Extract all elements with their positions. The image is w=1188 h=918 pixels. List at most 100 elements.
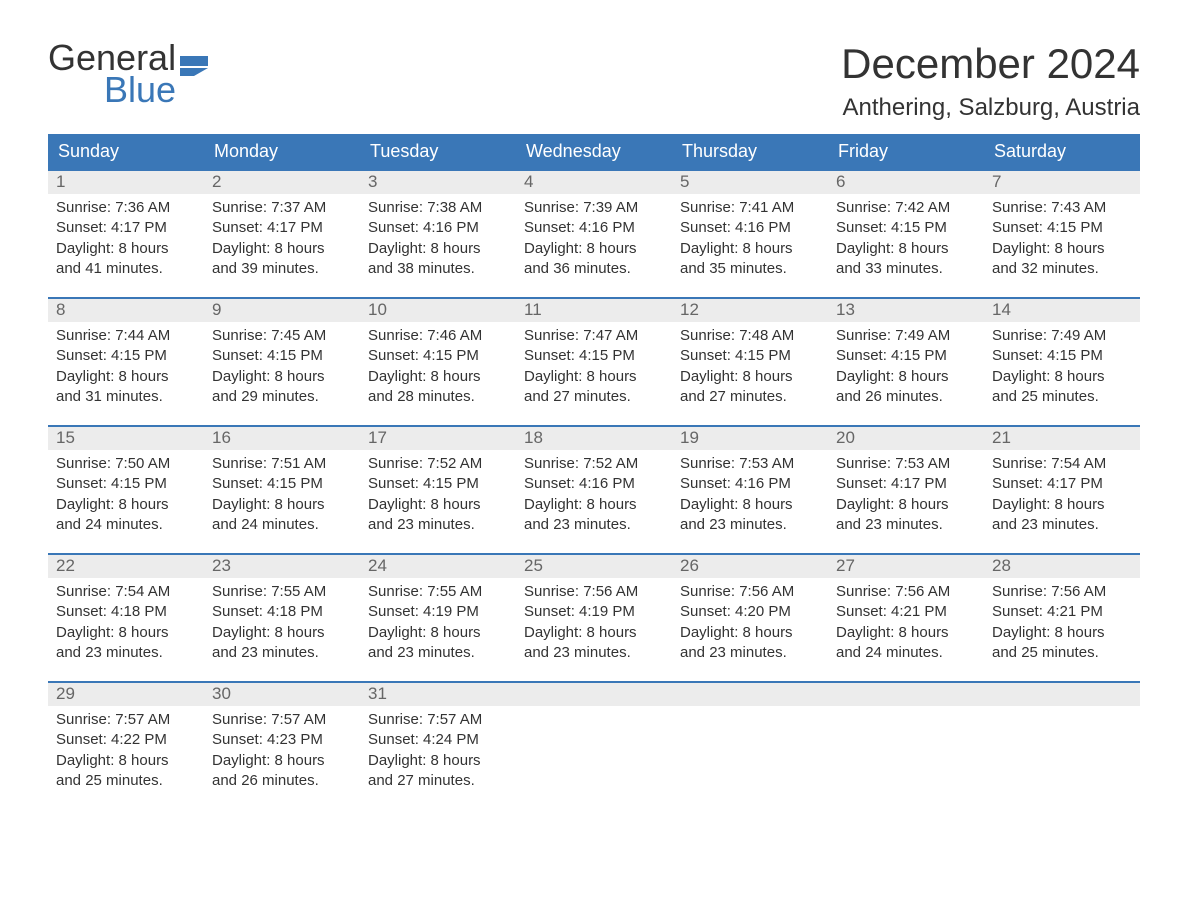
calendar-day: 11Sunrise: 7:47 AMSunset: 4:15 PMDayligh… [516,299,672,411]
sunrise-line: Sunrise: 7:53 AM [836,454,976,474]
day-number: 30 [204,683,360,706]
daylight-line: Daylight: 8 hours and 23 minutes. [212,623,352,664]
sunset-line: Sunset: 4:18 PM [212,602,352,622]
day-number: 19 [672,427,828,450]
day-number: 28 [984,555,1140,578]
sunrise-line: Sunrise: 7:56 AM [992,582,1132,602]
sunset-line: Sunset: 4:17 PM [212,218,352,238]
calendar-day: 1Sunrise: 7:36 AMSunset: 4:17 PMDaylight… [48,171,204,283]
sunrise-line: Sunrise: 7:51 AM [212,454,352,474]
sunset-line: Sunset: 4:20 PM [680,602,820,622]
day-body: Sunrise: 7:43 AMSunset: 4:15 PMDaylight:… [984,194,1140,283]
calendar-day: 23Sunrise: 7:55 AMSunset: 4:18 PMDayligh… [204,555,360,667]
sunset-line: Sunset: 4:16 PM [680,474,820,494]
sunset-line: Sunset: 4:17 PM [56,218,196,238]
day-body [984,706,1140,714]
day-body: Sunrise: 7:57 AMSunset: 4:23 PMDaylight:… [204,706,360,795]
daylight-line: Daylight: 8 hours and 23 minutes. [836,495,976,536]
daylight-line: Daylight: 8 hours and 23 minutes. [368,623,508,664]
daylight-line: Daylight: 8 hours and 26 minutes. [212,751,352,792]
daylight-line: Daylight: 8 hours and 27 minutes. [524,367,664,408]
sunrise-line: Sunrise: 7:38 AM [368,198,508,218]
dow-header-thursday: Thursday [672,134,828,169]
sunset-line: Sunset: 4:17 PM [992,474,1132,494]
logo: General Blue [48,40,208,108]
sunrise-line: Sunrise: 7:49 AM [836,326,976,346]
sunset-line: Sunset: 4:18 PM [56,602,196,622]
sunrise-line: Sunrise: 7:45 AM [212,326,352,346]
day-body: Sunrise: 7:56 AMSunset: 4:20 PMDaylight:… [672,578,828,667]
day-number: 3 [360,171,516,194]
day-number: 29 [48,683,204,706]
calendar-day: 2Sunrise: 7:37 AMSunset: 4:17 PMDaylight… [204,171,360,283]
day-body [828,706,984,714]
daylight-line: Daylight: 8 hours and 29 minutes. [212,367,352,408]
daylight-line: Daylight: 8 hours and 36 minutes. [524,239,664,280]
day-body: Sunrise: 7:53 AMSunset: 4:17 PMDaylight:… [828,450,984,539]
daylight-line: Daylight: 8 hours and 35 minutes. [680,239,820,280]
daylight-line: Daylight: 8 hours and 23 minutes. [524,623,664,664]
day-body: Sunrise: 7:57 AMSunset: 4:22 PMDaylight:… [48,706,204,795]
daylight-line: Daylight: 8 hours and 24 minutes. [56,495,196,536]
dow-header-saturday: Saturday [984,134,1140,169]
day-body: Sunrise: 7:44 AMSunset: 4:15 PMDaylight:… [48,322,204,411]
calendar: SundayMondayTuesdayWednesdayThursdayFrid… [48,134,1140,795]
sunset-line: Sunset: 4:23 PM [212,730,352,750]
daylight-line: Daylight: 8 hours and 33 minutes. [836,239,976,280]
day-body: Sunrise: 7:50 AMSunset: 4:15 PMDaylight:… [48,450,204,539]
calendar-day: 22Sunrise: 7:54 AMSunset: 4:18 PMDayligh… [48,555,204,667]
calendar-day: 30Sunrise: 7:57 AMSunset: 4:23 PMDayligh… [204,683,360,795]
day-body: Sunrise: 7:37 AMSunset: 4:17 PMDaylight:… [204,194,360,283]
title-block: December 2024 Anthering, Salzburg, Austr… [841,40,1140,122]
day-number: 21 [984,427,1140,450]
day-body: Sunrise: 7:36 AMSunset: 4:17 PMDaylight:… [48,194,204,283]
dow-header-monday: Monday [204,134,360,169]
calendar-day: 18Sunrise: 7:52 AMSunset: 4:16 PMDayligh… [516,427,672,539]
sunrise-line: Sunrise: 7:57 AM [212,710,352,730]
calendar-day: 12Sunrise: 7:48 AMSunset: 4:15 PMDayligh… [672,299,828,411]
calendar-day: 24Sunrise: 7:55 AMSunset: 4:19 PMDayligh… [360,555,516,667]
daylight-line: Daylight: 8 hours and 23 minutes. [56,623,196,664]
day-body: Sunrise: 7:49 AMSunset: 4:15 PMDaylight:… [828,322,984,411]
day-body: Sunrise: 7:51 AMSunset: 4:15 PMDaylight:… [204,450,360,539]
week-row: 1Sunrise: 7:36 AMSunset: 4:17 PMDaylight… [48,169,1140,283]
day-body: Sunrise: 7:52 AMSunset: 4:15 PMDaylight:… [360,450,516,539]
daylight-line: Daylight: 8 hours and 23 minutes. [992,495,1132,536]
day-number: 2 [204,171,360,194]
day-body: Sunrise: 7:56 AMSunset: 4:19 PMDaylight:… [516,578,672,667]
day-number: 1 [48,171,204,194]
logo-text-blue: Blue [104,72,208,108]
day-number: 12 [672,299,828,322]
day-number [516,683,672,706]
day-body: Sunrise: 7:53 AMSunset: 4:16 PMDaylight:… [672,450,828,539]
day-body: Sunrise: 7:41 AMSunset: 4:16 PMDaylight:… [672,194,828,283]
sunrise-line: Sunrise: 7:56 AM [680,582,820,602]
day-number: 7 [984,171,1140,194]
day-number: 11 [516,299,672,322]
sunrise-line: Sunrise: 7:55 AM [212,582,352,602]
calendar-day: 25Sunrise: 7:56 AMSunset: 4:19 PMDayligh… [516,555,672,667]
sunset-line: Sunset: 4:15 PM [212,346,352,366]
day-number: 27 [828,555,984,578]
calendar-day: 20Sunrise: 7:53 AMSunset: 4:17 PMDayligh… [828,427,984,539]
sunset-line: Sunset: 4:22 PM [56,730,196,750]
calendar-day: 8Sunrise: 7:44 AMSunset: 4:15 PMDaylight… [48,299,204,411]
sunrise-line: Sunrise: 7:41 AM [680,198,820,218]
sunset-line: Sunset: 4:19 PM [524,602,664,622]
calendar-day: 28Sunrise: 7:56 AMSunset: 4:21 PMDayligh… [984,555,1140,667]
daylight-line: Daylight: 8 hours and 32 minutes. [992,239,1132,280]
day-body: Sunrise: 7:56 AMSunset: 4:21 PMDaylight:… [828,578,984,667]
sunset-line: Sunset: 4:15 PM [56,474,196,494]
day-body: Sunrise: 7:55 AMSunset: 4:19 PMDaylight:… [360,578,516,667]
daylight-line: Daylight: 8 hours and 23 minutes. [368,495,508,536]
calendar-day: 17Sunrise: 7:52 AMSunset: 4:15 PMDayligh… [360,427,516,539]
day-number: 5 [672,171,828,194]
day-body: Sunrise: 7:55 AMSunset: 4:18 PMDaylight:… [204,578,360,667]
calendar-day: 21Sunrise: 7:54 AMSunset: 4:17 PMDayligh… [984,427,1140,539]
day-body: Sunrise: 7:39 AMSunset: 4:16 PMDaylight:… [516,194,672,283]
day-number: 16 [204,427,360,450]
day-body: Sunrise: 7:47 AMSunset: 4:15 PMDaylight:… [516,322,672,411]
sunset-line: Sunset: 4:15 PM [992,346,1132,366]
sunset-line: Sunset: 4:19 PM [368,602,508,622]
sunset-line: Sunset: 4:21 PM [992,602,1132,622]
